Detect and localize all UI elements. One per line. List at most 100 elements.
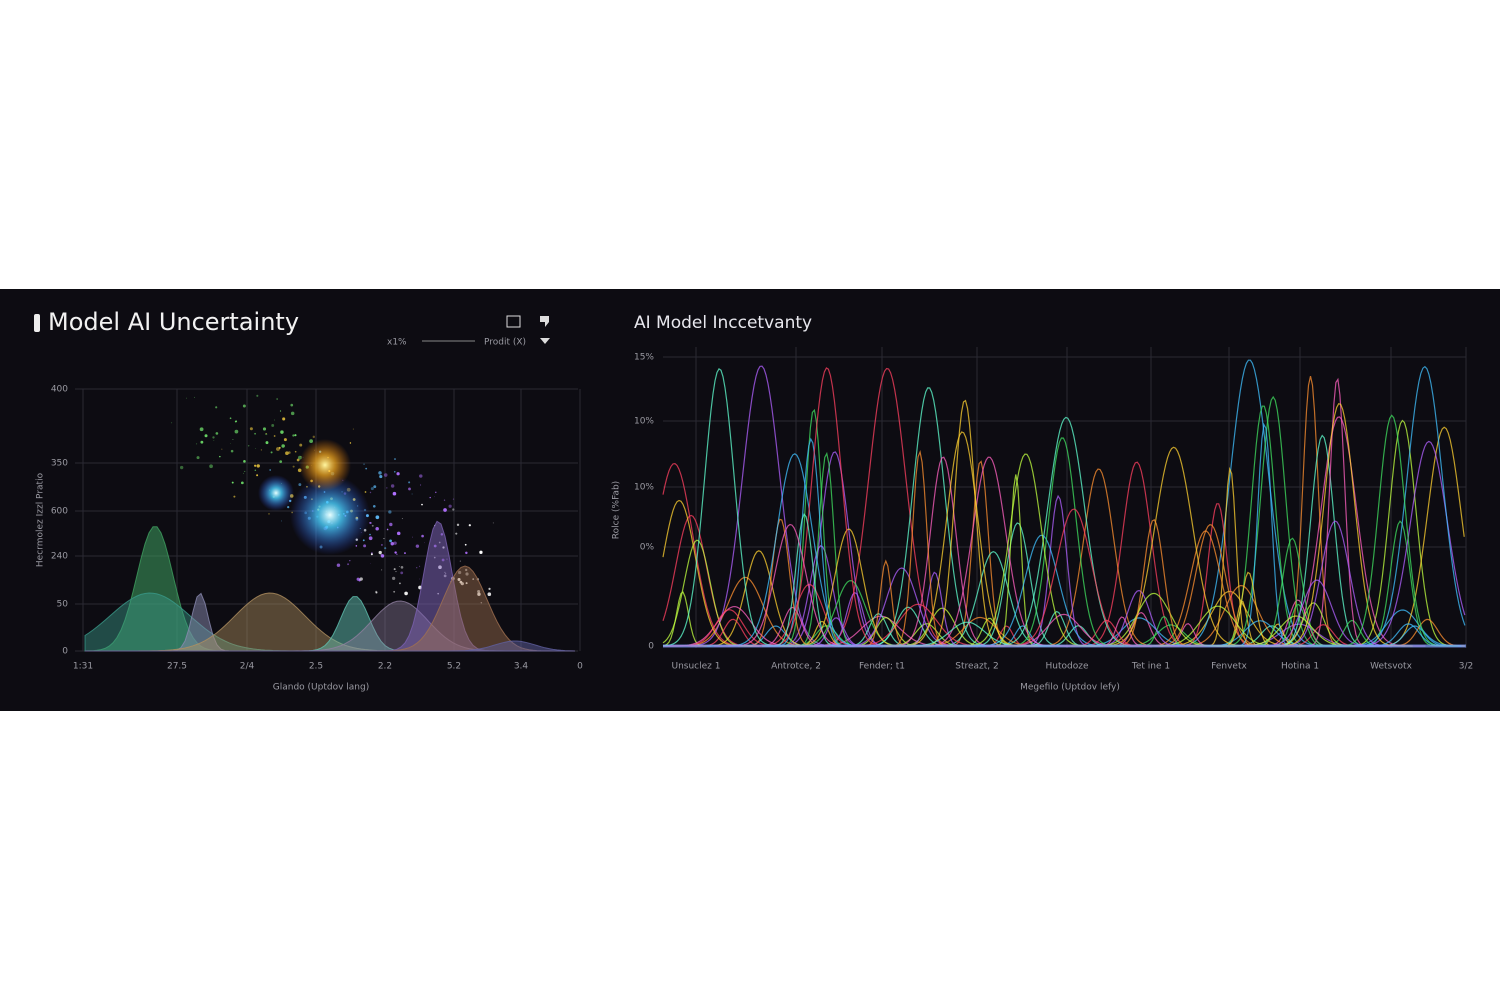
sparkle xyxy=(393,541,397,545)
sparkle xyxy=(375,526,379,531)
info-icon xyxy=(34,314,40,332)
glow xyxy=(258,475,294,511)
sparkle xyxy=(283,438,287,442)
sparkle xyxy=(448,504,452,508)
sparkle xyxy=(269,469,272,471)
sparkle xyxy=(429,496,431,499)
sparkle xyxy=(477,592,481,596)
sparkle xyxy=(383,473,388,477)
sparkle xyxy=(282,417,286,421)
x-tick-label: Fenvetx xyxy=(1211,662,1247,672)
sparkle xyxy=(231,481,234,484)
sparkle xyxy=(336,563,341,567)
sparkle xyxy=(443,499,446,501)
sparkle xyxy=(488,587,491,590)
sparkle xyxy=(492,522,494,524)
sparkle xyxy=(420,484,422,486)
sparkle xyxy=(401,518,403,520)
sparkle xyxy=(412,536,414,538)
x-tick-label: Unsuclez 1 xyxy=(672,662,721,672)
sparkle xyxy=(389,539,392,543)
sparkle xyxy=(209,464,213,469)
sparkle xyxy=(294,434,297,437)
y-axis-label: Rolce (%Fab) xyxy=(612,481,622,539)
sparkle xyxy=(271,424,275,427)
sparkle xyxy=(256,394,259,397)
x-tick-label: Hutodoze xyxy=(1046,662,1089,672)
sparkle xyxy=(400,571,404,575)
sparkle xyxy=(276,398,278,400)
sparkle xyxy=(292,434,295,437)
sparkle xyxy=(363,544,367,548)
sparkle xyxy=(294,450,297,453)
sparkle xyxy=(371,524,374,527)
x-tick-label: Hotina 1 xyxy=(1281,662,1319,672)
sparkle xyxy=(381,544,383,546)
sparkle xyxy=(278,446,281,449)
sparkle xyxy=(234,429,239,434)
dropdown-arrow[interactable] xyxy=(540,338,550,344)
sparkle xyxy=(196,456,200,460)
sparkle xyxy=(230,449,234,453)
icon-button[interactable] xyxy=(506,315,521,328)
icon-button[interactable] xyxy=(540,316,549,327)
sparkle xyxy=(398,566,400,567)
sparkle xyxy=(233,495,236,498)
sparkle xyxy=(349,559,351,562)
sparkle xyxy=(419,565,421,567)
sparkle xyxy=(312,435,315,439)
sparkle xyxy=(285,451,289,456)
sparkle xyxy=(219,455,221,458)
sparkle xyxy=(279,460,283,464)
sparkle xyxy=(452,498,455,500)
sparkle xyxy=(273,435,276,437)
sparkle xyxy=(255,448,257,450)
sparkle xyxy=(435,491,437,494)
sparkle xyxy=(347,563,350,566)
sparkle xyxy=(265,441,269,445)
sparkle xyxy=(424,542,425,544)
sparkle xyxy=(443,508,447,512)
sparkle xyxy=(415,544,420,548)
sparkle xyxy=(457,570,462,575)
sparkle xyxy=(242,404,246,408)
sparkle xyxy=(369,533,371,536)
sparkle xyxy=(256,464,260,468)
legend-label: x1% xyxy=(387,338,407,348)
y-tick-label: 0% xyxy=(640,543,655,553)
sparkle xyxy=(411,493,413,495)
y-tick-label: 10% xyxy=(634,417,654,427)
sparkle xyxy=(459,560,461,562)
sparkle xyxy=(380,554,385,558)
sparkle xyxy=(394,458,396,461)
sparkle xyxy=(349,442,352,444)
sparkle xyxy=(179,465,184,470)
legend-label: Prodit (X) xyxy=(484,338,526,348)
panel-title: AI Model Inccetvanty xyxy=(634,313,812,333)
sparkle xyxy=(234,420,237,423)
sparkle xyxy=(477,589,481,594)
sparkle xyxy=(464,543,467,546)
sparkle xyxy=(396,553,398,556)
y-tick-label: 15% xyxy=(634,353,654,363)
sparkle xyxy=(370,553,373,556)
sparkle xyxy=(396,472,400,476)
sparkle xyxy=(268,513,270,515)
sparkle xyxy=(421,503,423,506)
y-tick-label: 10% xyxy=(634,483,654,493)
sparkle xyxy=(368,536,373,541)
x-axis-label: Glando (Uptdov lang) xyxy=(273,683,369,693)
sparkle xyxy=(392,491,397,496)
sparkle xyxy=(200,440,204,444)
sparkle xyxy=(390,542,394,546)
sparkle xyxy=(378,550,382,555)
sparkle xyxy=(299,443,303,447)
sparkle xyxy=(404,552,406,555)
sparkle xyxy=(204,434,208,438)
sparkle xyxy=(404,591,408,596)
sparkle xyxy=(399,582,401,585)
sparkle xyxy=(290,411,295,416)
y-tick-label: 600 xyxy=(51,507,68,517)
